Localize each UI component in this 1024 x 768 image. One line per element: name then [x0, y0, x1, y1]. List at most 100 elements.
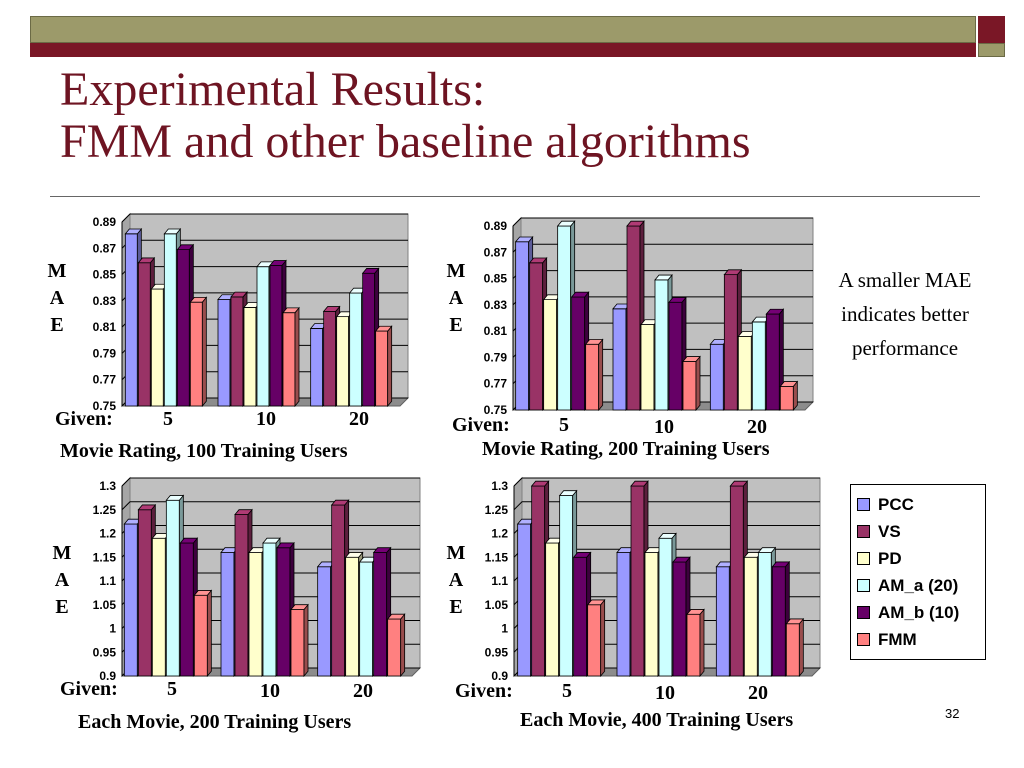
y-axis-letter: A: [54, 569, 70, 591]
group-label: 5: [559, 414, 569, 436]
y-tick-label: 1.05: [485, 598, 509, 612]
slide-title: Experimental Results: FMM and other base…: [60, 64, 751, 168]
y-tick-label: 1: [109, 622, 116, 636]
y-tick-label: 0.95: [485, 645, 509, 659]
bar: [374, 325, 393, 408]
corner-square-light: [978, 43, 1005, 57]
bar: [386, 613, 406, 678]
y-tick-label: 1.3: [491, 479, 508, 493]
y-tick-label: 0.89: [484, 219, 508, 233]
y-axis-letter: E: [55, 596, 69, 618]
gridline: [513, 501, 820, 511]
chart-each-movie-400: 0.9 0.95 1 1.05 1.1 1.15 1.2 1.25 1.3: [452, 472, 822, 683]
y-axis-letter: M: [446, 260, 466, 282]
legend-label: FMM: [878, 629, 917, 649]
y-tick-label: 1.2: [99, 527, 116, 541]
legend-label: VS: [878, 521, 901, 541]
y-tick-label: 0.85: [93, 268, 117, 282]
legend-swatch: [857, 633, 870, 646]
y-tick-label: 0.77: [93, 373, 117, 387]
given-label: Given:: [60, 678, 118, 700]
chart-caption: Each Movie, 400 Training Users: [520, 709, 794, 731]
title-line-2: FMM and other baseline algorithms: [60, 115, 751, 168]
chart-caption: Movie Rating, 100 Training Users: [60, 440, 348, 462]
bar: [586, 598, 606, 678]
legend-label: AM_a (20): [878, 575, 959, 595]
y-tick-label: 0.9: [491, 669, 508, 683]
legend-swatch: [857, 606, 870, 619]
y-axis-letter: E: [449, 314, 463, 336]
group-label: 20: [748, 682, 768, 704]
legend-swatch: [857, 552, 870, 565]
title-line-1: Experimental Results:: [60, 63, 486, 116]
y-tick-label: 0.75: [484, 403, 508, 417]
y-tick-label: 1.3: [99, 479, 116, 493]
y-axis-label: M A E: [444, 258, 468, 339]
y-tick-label: 0.83: [484, 298, 508, 312]
bar: [785, 617, 805, 678]
y-tick-label: 0.87: [93, 241, 117, 255]
bar: [290, 603, 309, 678]
legend-swatch: [857, 525, 870, 538]
y-tick-label: 1.1: [99, 574, 116, 588]
y-tick-label: 1.25: [485, 503, 509, 517]
bar: [282, 306, 300, 408]
page-number: 32: [945, 706, 960, 721]
y-tick-label: 0.85: [484, 272, 508, 286]
y-tick-label: 0.81: [93, 320, 117, 334]
y-axis-letter: M: [47, 260, 67, 282]
y-axis-label: M A E: [45, 258, 69, 339]
group-label: 20: [353, 680, 373, 702]
legend-swatch: [857, 579, 870, 592]
bar: [682, 355, 701, 412]
chart-caption: Movie Rating, 200 Training Users: [482, 438, 770, 460]
bar: [779, 380, 799, 412]
bar: [723, 268, 743, 412]
chart-svg: 0.75 0.77 0.79 0.81 0.83 0.85 0.87 0.89: [484, 216, 815, 417]
group-label: 20: [747, 416, 767, 438]
legend-item: FMM: [857, 626, 985, 653]
group-label: 20: [349, 408, 369, 430]
bar: [189, 296, 208, 408]
gridline: [121, 501, 420, 511]
y-tick-label: 1.15: [485, 550, 509, 564]
y-axis-letter: A: [448, 569, 464, 591]
y-axis-letter: M: [446, 542, 466, 564]
gridline: [121, 477, 420, 487]
legend-item: AM_b (10): [857, 599, 985, 626]
legend-label: AM_b (10): [878, 602, 960, 622]
y-tick-label: 0.79: [93, 346, 117, 360]
y-tick-label: 1.05: [93, 598, 117, 612]
legend-item: PCC: [857, 491, 985, 518]
y-axis-letter: A: [49, 287, 65, 309]
legend-item: VS: [857, 518, 985, 545]
chart-legend: PCC VS PD AM_a (20) AM_b (10) FMM: [850, 484, 986, 660]
legend-item: AM_a (20): [857, 572, 985, 599]
legend-item: PD: [857, 545, 985, 572]
legend-label: PD: [878, 548, 902, 568]
y-tick-label: 0.87: [484, 245, 508, 259]
y-axis-letter: E: [50, 314, 64, 336]
bar: [193, 589, 213, 678]
y-tick-label: 0.75: [93, 399, 117, 413]
group-label: 5: [562, 680, 572, 702]
gridline: [121, 213, 408, 223]
chart-each-movie-200: 0.9 0.95 1 1.05 1.1 1.15 1.2 1.25 1.3: [60, 472, 425, 683]
y-tick-label: 1.2: [491, 527, 508, 541]
header-bar: [30, 16, 976, 43]
chart-svg: 0.9 0.95 1 1.05 1.1 1.15 1.2 1.25 1.3: [93, 476, 422, 683]
group-label: 10: [256, 408, 276, 430]
y-tick-label: 0.77: [484, 377, 508, 391]
group-label: 10: [260, 680, 280, 702]
chart-caption: Each Movie, 200 Training Users: [78, 711, 352, 733]
bar: [584, 338, 604, 412]
y-axis-label: M A E: [444, 540, 468, 621]
y-axis-letter: E: [449, 596, 463, 618]
y-tick-label: 0.95: [93, 645, 117, 659]
group-label: 10: [655, 682, 675, 704]
y-tick-label: 1.1: [491, 574, 508, 588]
y-axis-letter: A: [448, 287, 464, 309]
group-label: 10: [654, 416, 674, 438]
title-divider: [50, 196, 980, 197]
y-tick-label: 1: [501, 622, 508, 636]
